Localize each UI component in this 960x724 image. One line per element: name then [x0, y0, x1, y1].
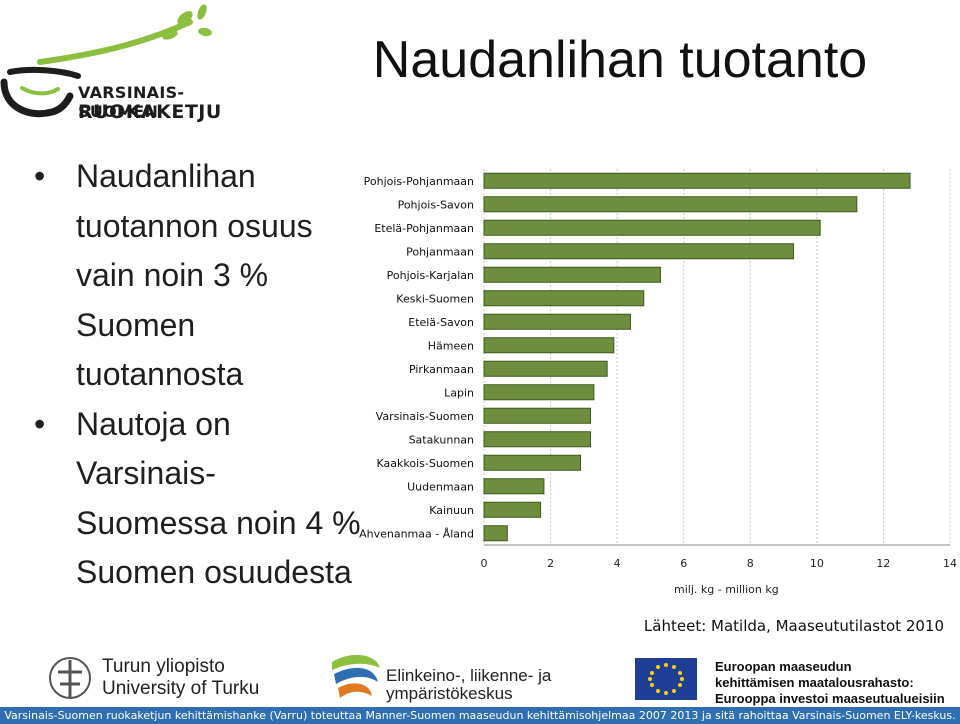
bullet-text: Naudanlihan tuotannon osuus vain noin 3 … — [76, 158, 313, 392]
category-label: Keski-Suomen — [396, 292, 474, 305]
footer-logos — [0, 648, 960, 708]
logo-line2: RUOKAKETJU — [78, 101, 222, 123]
bar — [483, 360, 608, 377]
footer-logo-graphics — [49, 654, 697, 700]
x-tick-label: 14 — [943, 557, 957, 570]
bar — [483, 337, 615, 354]
eu-line1: Euroopan maaseudun — [715, 659, 852, 674]
category-label: Ahvenanmaa - Åland — [359, 527, 474, 540]
category-label: Etelä-Savon — [408, 316, 474, 329]
x-tick-label: 6 — [680, 557, 687, 570]
category-label: Pohjois-Karjalan — [387, 269, 474, 282]
varsinais-suomen-ruokaketju-logo: VARSINAIS-SUOMEN RUOKAKETJU — [0, 0, 260, 130]
bar — [483, 266, 661, 283]
bar — [483, 243, 795, 260]
eu-flag-icon — [635, 658, 697, 700]
ely-line2: ympäristökeskus — [386, 684, 513, 703]
bar — [483, 478, 545, 495]
category-label: Uudenmaan — [407, 480, 474, 493]
x-tick-label: 2 — [547, 557, 554, 570]
bar — [483, 454, 582, 471]
bar — [483, 501, 542, 518]
bullet-item: • Naudanlihan tuotannon osuus vain noin 3… — [34, 152, 364, 400]
x-tick-label: 8 — [747, 557, 754, 570]
ely-line1: Elinkeino-, liikenne- ja — [386, 666, 552, 685]
category-label: Pohjois-Pohjanmaan — [364, 175, 474, 188]
bar — [483, 172, 911, 189]
category-label: Kainuun — [429, 504, 474, 517]
bar — [483, 219, 821, 236]
bowl-sprout-icon — [0, 4, 212, 118]
category-label: Pohjanmaan — [406, 245, 474, 258]
bar — [483, 384, 595, 401]
category-label: Varsinais-Suomen — [376, 410, 474, 423]
bullet-item: • Nautoja on Varsinais-Suomessa noin 4 % … — [34, 400, 364, 598]
bar — [483, 525, 508, 542]
footer-bar: Varsinais-Suomen ruokaketjun kehittämish… — [0, 707, 960, 724]
bar — [483, 407, 592, 424]
eu-text-block: Euroopan maaseudun kehittämisen maatalou… — [715, 659, 945, 707]
bar — [483, 290, 645, 307]
x-tick-label: 10 — [810, 557, 824, 570]
category-label: Pohjois-Savon — [398, 198, 474, 211]
page-title: Naudanlihan tuotanto — [372, 31, 868, 89]
bullet-list: • Naudanlihan tuotannon osuus vain noin 3… — [34, 152, 364, 598]
bullet-text: Nautoja on Varsinais-Suomessa noin 4 % S… — [76, 405, 361, 591]
category-label: Pirkanmaan — [409, 363, 474, 376]
x-tick-label: 0 — [481, 557, 488, 570]
logo-line1: VARSINAIS-SUOMEN — [78, 83, 185, 121]
bullet-symbol: • — [34, 405, 46, 442]
source-note: Lähteet: Matilda, Maaseututilastot 2010 — [643, 617, 944, 635]
x-tick-label: 4 — [614, 557, 621, 570]
bar-chart-svg: 0 2 4 6 8 10 12 14 Pohjois-Pohjanmaan Pohjois-Sav… — [359, 169, 957, 596]
bar — [483, 196, 858, 213]
utu-line1: Turun yliopisto — [102, 656, 225, 677]
category-label: Satakunnan — [409, 433, 474, 446]
category-label: Lapin — [444, 386, 474, 399]
x-tick-label: 12 — [876, 557, 890, 570]
utu-line2: University of Turku — [102, 678, 260, 699]
university-of-turku-emblem-icon — [49, 657, 91, 699]
beef-production-chart: 0 2 4 6 8 10 12 14 Pohjois-Pohjanmaan Pohjois-Sav… — [358, 165, 960, 605]
category-label: Hämeen — [428, 339, 474, 352]
bar — [483, 431, 592, 448]
bullet-symbol: • — [34, 158, 46, 194]
bar — [483, 313, 631, 330]
ely-keskus-emblem-icon — [332, 654, 380, 698]
x-axis-label: milj. kg - million kg — [674, 583, 779, 596]
eu-line2: kehittämisen maatalousrahasto: — [715, 675, 914, 690]
category-label: Etelä-Pohjanmaan — [374, 222, 474, 235]
eu-line3: Eurooppa investoi maaseutualueisiin — [715, 691, 945, 706]
category-label: Kaakkois-Suomen — [377, 457, 475, 470]
